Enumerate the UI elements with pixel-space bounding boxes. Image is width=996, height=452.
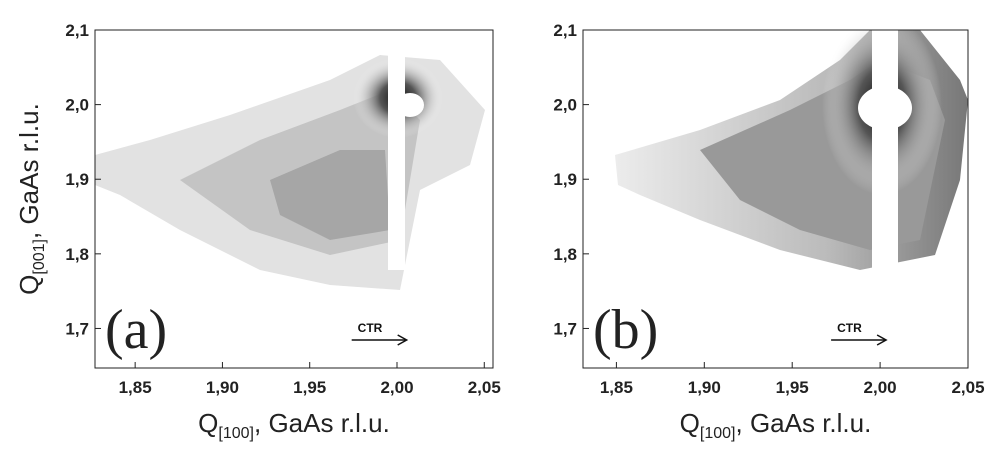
y-tick-label: 1,9 — [65, 170, 89, 189]
ctr-label: CTR — [358, 321, 383, 335]
y-tick-label: 2,0 — [65, 96, 89, 115]
label-sub: [100] — [700, 425, 736, 442]
ctr-label: CTR — [837, 321, 862, 335]
label-sub: [001] — [31, 239, 48, 275]
label-main: Q — [198, 408, 218, 438]
x-tick-label: 1,85 — [600, 378, 633, 397]
x-tick-label: 2,00 — [380, 378, 413, 397]
y-tick-label: 1,8 — [553, 245, 577, 264]
y-axis-label: Q[001], GaAs r.l.u. — [14, 103, 48, 295]
label-sub: [100] — [218, 425, 254, 442]
x-tick-label: 1,90 — [688, 378, 721, 397]
y-tick-label: 1,9 — [553, 170, 577, 189]
x-tick-label: 2,05 — [951, 378, 984, 397]
y-tick-label: 2,0 — [553, 96, 577, 115]
contour-fill — [95, 30, 485, 290]
label-rest: , GaAs r.l.u. — [254, 408, 390, 438]
contour-fill — [615, 30, 968, 270]
label-rest: , GaAs r.l.u. — [14, 103, 44, 239]
x-tick-label: 2,05 — [468, 378, 501, 397]
x-tick-label: 1,90 — [206, 378, 239, 397]
plot-frame — [582, 29, 969, 369]
ctr-arrowhead — [876, 334, 888, 346]
x-axis-label: Q[100], GaAs r.l.u. — [198, 408, 390, 442]
x-tick-label: 1,95 — [293, 378, 326, 397]
y-tick-label: 2,1 — [553, 21, 577, 40]
y-tick-label: 1,7 — [553, 319, 577, 338]
x-axis-label: Q[100], GaAs r.l.u. — [680, 408, 872, 442]
x-tick-label: 1,85 — [119, 378, 152, 397]
label-main: Q — [680, 408, 700, 438]
panel-label: (a) — [105, 299, 167, 361]
y-tick-label: 1,7 — [65, 319, 89, 338]
plot-frame — [94, 29, 494, 369]
x-tick-label: 1,95 — [776, 378, 809, 397]
label-main: Q — [14, 275, 44, 295]
y-tick-label: 1,8 — [65, 245, 89, 264]
y-tick-label: 2,1 — [65, 21, 89, 40]
x-tick-label: 2,00 — [864, 378, 897, 397]
ctr-arrowhead — [397, 334, 409, 346]
label-rest: , GaAs r.l.u. — [736, 408, 872, 438]
panel-label: (b) — [593, 299, 658, 361]
